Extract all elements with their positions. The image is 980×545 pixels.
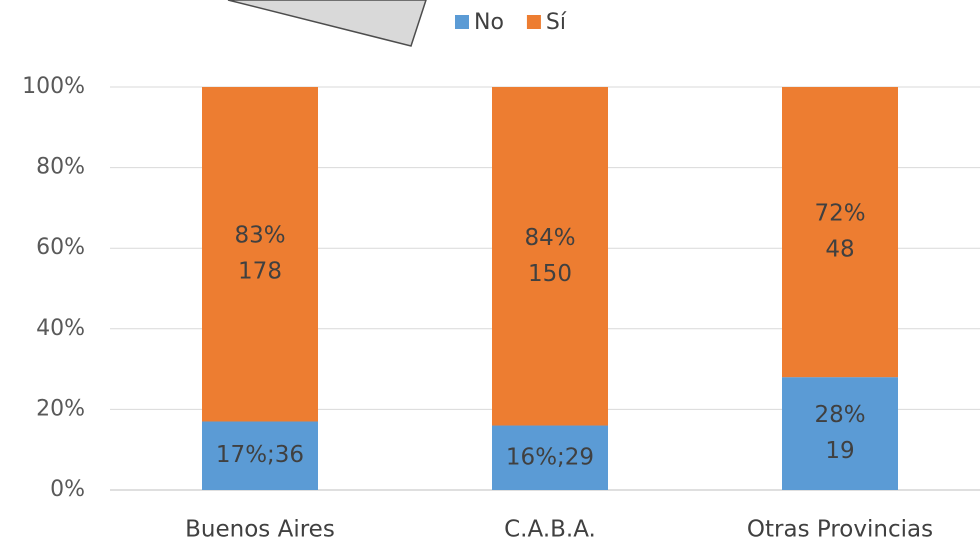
x-tick-label: Otras Provincias [747,517,933,543]
y-tick-label: 60% [36,235,85,260]
data-label: 72% [814,201,865,227]
data-label: 16%;29 [506,444,594,470]
data-label: 17%;36 [216,442,304,468]
legend-label: No [474,10,504,35]
bar-segment [492,87,608,426]
bar-segment [202,421,318,490]
legend-swatch [455,15,469,29]
y-tick-label: 80% [36,155,85,180]
y-tick-label: 100% [22,74,85,99]
legend-label: Sí [546,10,567,35]
data-label: 83% [234,223,285,249]
y-tick-label: 20% [36,396,85,421]
x-tick-label: C.A.B.A. [504,517,596,543]
data-label: 19 [825,438,854,464]
legend-swatch [526,15,541,29]
data-label: 150 [528,261,572,287]
bar-segment [782,87,898,378]
bar-segment [782,377,898,490]
data-label: 178 [238,259,282,285]
bar-segment [492,425,608,490]
data-label: 48 [825,237,854,263]
data-label: 84% [524,225,575,251]
y-tick-label: 0% [50,477,85,502]
x-tick-label: Buenos Aires [185,517,335,543]
data-label: 28% [814,402,865,428]
callout-shape [227,0,427,47]
y-tick-label: 40% [36,316,85,341]
bar-segment [202,87,318,422]
